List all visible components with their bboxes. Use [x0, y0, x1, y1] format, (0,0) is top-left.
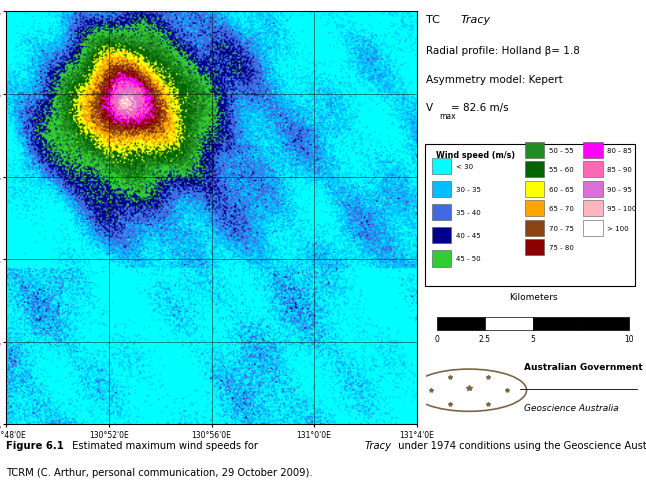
Text: Asymmetry model: Kepert: Asymmetry model: Kepert	[426, 75, 563, 84]
Text: Estimated maximum wind speeds for: Estimated maximum wind speeds for	[68, 440, 260, 450]
Text: 90 - 95: 90 - 95	[607, 186, 632, 192]
Text: V: V	[426, 103, 433, 113]
Text: 10: 10	[624, 335, 634, 344]
Text: 55 - 60: 55 - 60	[548, 167, 574, 173]
Text: < 30: < 30	[455, 163, 473, 169]
Bar	[533, 317, 581, 330]
Text: TCRM (C. Arthur, personal communication, 29 October 2009).: TCRM (C. Arthur, personal communication,…	[6, 467, 313, 477]
Text: 40 - 45: 40 - 45	[455, 233, 480, 239]
Bar	[432, 182, 452, 198]
Text: Figure 6.1: Figure 6.1	[6, 440, 65, 450]
Text: 5: 5	[530, 335, 536, 344]
Text: 30 - 35: 30 - 35	[455, 186, 481, 193]
Bar	[525, 240, 545, 256]
Bar	[432, 204, 452, 221]
Text: Wind speed (m/s): Wind speed (m/s)	[436, 150, 516, 159]
Text: 75 - 80: 75 - 80	[548, 244, 574, 251]
Text: TC: TC	[426, 15, 444, 25]
Bar	[432, 228, 452, 244]
Text: 0: 0	[435, 335, 439, 344]
Bar	[485, 317, 533, 330]
Bar	[583, 201, 603, 217]
Bar	[581, 317, 629, 330]
Text: under 1974 conditions using the Geoscience Australia: under 1974 conditions using the Geoscien…	[395, 440, 646, 450]
Bar	[525, 142, 545, 158]
Text: 50 - 55: 50 - 55	[548, 147, 573, 153]
Text: max: max	[439, 112, 456, 121]
Text: = 82.6 m/s: = 82.6 m/s	[451, 103, 508, 113]
Bar	[437, 317, 485, 330]
Text: Tracy: Tracy	[364, 440, 391, 450]
Bar	[525, 201, 545, 217]
Text: > 100: > 100	[607, 225, 629, 231]
Text: 65 - 70: 65 - 70	[548, 206, 574, 212]
Bar	[432, 251, 452, 267]
Text: Kilometers: Kilometers	[508, 293, 557, 302]
Bar	[525, 162, 545, 178]
Bar	[583, 220, 603, 236]
Text: 2.5: 2.5	[479, 335, 491, 344]
Bar	[583, 142, 603, 158]
Bar	[583, 181, 603, 197]
Bar	[525, 181, 545, 197]
Text: 60 - 65: 60 - 65	[548, 186, 574, 192]
Text: 45 - 50: 45 - 50	[455, 256, 480, 262]
Text: 35 - 40: 35 - 40	[455, 210, 481, 216]
Text: 70 - 75: 70 - 75	[548, 225, 574, 231]
Text: Geoscience Australia: Geoscience Australia	[525, 403, 619, 412]
Text: Tracy: Tracy	[461, 15, 490, 25]
Text: Radial profile: Holland β= 1.8: Radial profile: Holland β= 1.8	[426, 46, 580, 56]
Bar	[583, 162, 603, 178]
Text: Australian Government: Australian Government	[525, 363, 643, 371]
Bar	[525, 220, 545, 236]
Bar	[432, 158, 452, 175]
Text: 95 - 100: 95 - 100	[607, 206, 636, 212]
Text: 80 - 85: 80 - 85	[607, 147, 632, 153]
Text: 85 - 90: 85 - 90	[607, 167, 632, 173]
